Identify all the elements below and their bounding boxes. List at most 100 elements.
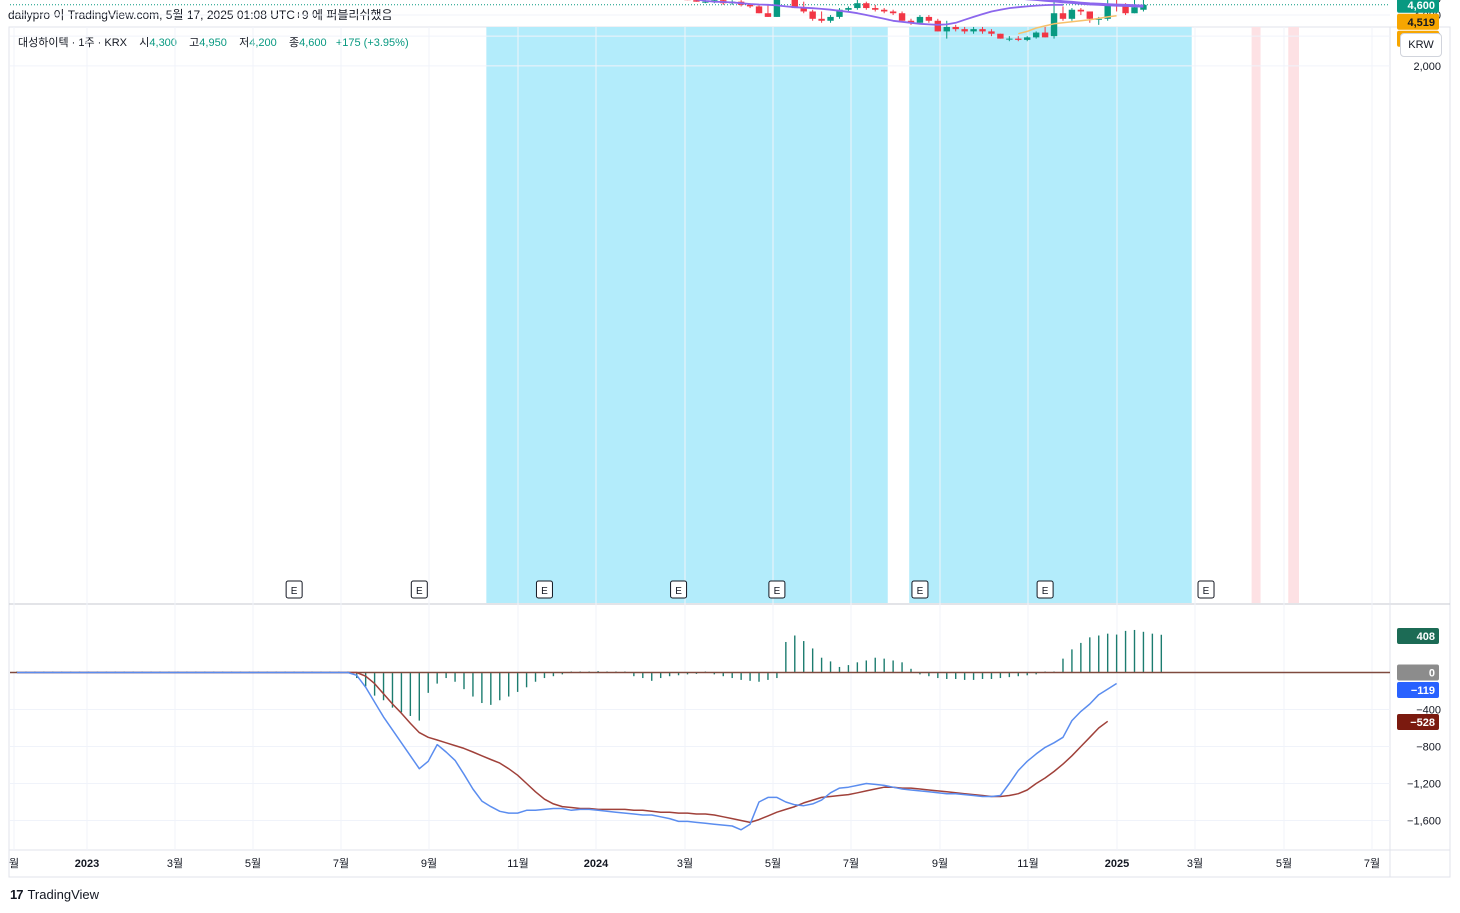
earnings-marker-box bbox=[410, 580, 428, 599]
open-label: 시 bbox=[139, 37, 150, 49]
macd-signal-label-text: −528 bbox=[1410, 717, 1435, 729]
macd-line bbox=[17, 671, 1117, 831]
earnings-marker-box bbox=[1197, 580, 1215, 599]
macd-hist-label-bg bbox=[1397, 628, 1439, 644]
candle-body bbox=[1015, 38, 1022, 40]
sma-fast-line bbox=[1018, 14, 1117, 35]
candle-body bbox=[970, 29, 977, 32]
time-tick-label: 3월 bbox=[167, 857, 183, 870]
price-tick-label: 2,000 bbox=[1413, 61, 1441, 73]
candle bbox=[1086, 11, 1093, 23]
candle-body bbox=[863, 3, 870, 9]
macd-line-label: −119 bbox=[1397, 682, 1439, 698]
candle-body bbox=[827, 16, 834, 21]
candle bbox=[1015, 36, 1022, 42]
time-tick-label: 2024 bbox=[584, 858, 609, 870]
candle bbox=[818, 11, 825, 23]
candle bbox=[1059, 6, 1067, 21]
earnings-marker-label: E bbox=[774, 586, 781, 597]
candle-body bbox=[952, 26, 959, 30]
candle-body bbox=[1086, 11, 1093, 19]
candle-body bbox=[1068, 9, 1076, 19]
candle bbox=[898, 11, 906, 21]
currency-button[interactable]: KRW bbox=[1400, 33, 1442, 57]
highlight-zone bbox=[1251, 27, 1261, 603]
time-tick-label: 5월 bbox=[765, 857, 781, 870]
highlight-zone bbox=[486, 27, 888, 603]
candle-body bbox=[889, 11, 897, 14]
macd-tick-label: −1,600 bbox=[1407, 816, 1441, 828]
earnings-marker-label: E bbox=[675, 586, 682, 597]
candle-body bbox=[1077, 9, 1085, 12]
candle bbox=[1032, 31, 1040, 39]
candle bbox=[988, 29, 995, 37]
candle-body bbox=[872, 8, 879, 10]
macd-tick-label: −400 bbox=[1416, 705, 1441, 717]
candle-body bbox=[925, 16, 933, 21]
candle-body bbox=[1104, 4, 1111, 19]
candle bbox=[872, 4, 879, 12]
ma-price-label-bg bbox=[1397, 13, 1439, 30]
candle bbox=[863, 1, 870, 10]
candle bbox=[1006, 36, 1013, 42]
last-price-label: 4,600 bbox=[1397, 0, 1439, 13]
macd-zero-label: 0 bbox=[1397, 664, 1439, 681]
tradingview-logo-icon: 17 bbox=[10, 887, 24, 902]
candle-body bbox=[916, 16, 924, 23]
ma-price-label-text: 4,519 bbox=[1407, 17, 1435, 29]
candle-body bbox=[988, 31, 995, 34]
earnings-marker-label: E bbox=[917, 586, 924, 597]
earnings-marker-label: E bbox=[416, 586, 423, 597]
last-price-label-bg bbox=[1397, 0, 1439, 13]
earnings-marker: E bbox=[768, 580, 786, 599]
change-value: +175 (+3.95%) bbox=[335, 37, 409, 49]
tradingview-logo: 17 TradingView bbox=[10, 887, 99, 902]
open-value: 4,300 bbox=[149, 37, 177, 49]
candle-body bbox=[997, 33, 1004, 39]
macd-hist-label: 408 bbox=[1397, 628, 1439, 644]
macd-signal-line bbox=[17, 671, 1109, 824]
time-tick-label: 2023 bbox=[75, 858, 99, 870]
candle bbox=[791, 0, 798, 9]
macd-line-label-text: −119 bbox=[1411, 685, 1435, 697]
candle-body bbox=[755, 6, 763, 14]
earnings-marker-label: E bbox=[541, 586, 548, 597]
highlight-zone bbox=[1288, 27, 1299, 603]
candle-body bbox=[1059, 13, 1067, 19]
candle bbox=[845, 6, 852, 12]
symbol-name[interactable]: 대성하이텍 · 1주 · KRX bbox=[18, 37, 128, 49]
time-tick-label: 2025 bbox=[1105, 858, 1129, 870]
earnings-marker: E bbox=[535, 580, 553, 599]
earnings-marker-box bbox=[911, 580, 929, 599]
candle-body bbox=[791, 0, 798, 9]
candle-body bbox=[1122, 6, 1129, 14]
candle-body bbox=[1140, 4, 1147, 10]
time-tick-label: 5월 bbox=[245, 857, 261, 870]
time-tick-label: 9월 bbox=[421, 857, 437, 870]
low-value: 4,200 bbox=[249, 37, 277, 49]
earnings-marker: E bbox=[285, 580, 303, 599]
candle bbox=[925, 15, 933, 23]
candle-body bbox=[1131, 7, 1138, 14]
time-tick-label: 7월 bbox=[333, 857, 349, 870]
candle-body bbox=[1024, 37, 1031, 40]
candle-body bbox=[934, 20, 942, 32]
earnings-marker-box bbox=[535, 580, 553, 599]
macd-tick-label: −800 bbox=[1416, 742, 1441, 754]
candle bbox=[880, 8, 888, 14]
candle-body bbox=[854, 3, 861, 9]
candle bbox=[979, 26, 986, 34]
candle-body bbox=[800, 8, 807, 12]
macd-tick-label: −1,200 bbox=[1407, 779, 1441, 791]
candle-body bbox=[880, 9, 888, 12]
candle bbox=[1050, 0, 1058, 39]
candle bbox=[854, 0, 861, 10]
ma-price-label: 4,519 bbox=[1397, 13, 1439, 30]
candle bbox=[755, 4, 763, 14]
candle-body bbox=[1006, 38, 1013, 40]
tradingview-logo-text: TradingView bbox=[27, 887, 100, 902]
time-tick-label: 3월 bbox=[677, 857, 693, 870]
candle bbox=[773, 0, 781, 17]
low-label: 저 bbox=[239, 37, 250, 49]
